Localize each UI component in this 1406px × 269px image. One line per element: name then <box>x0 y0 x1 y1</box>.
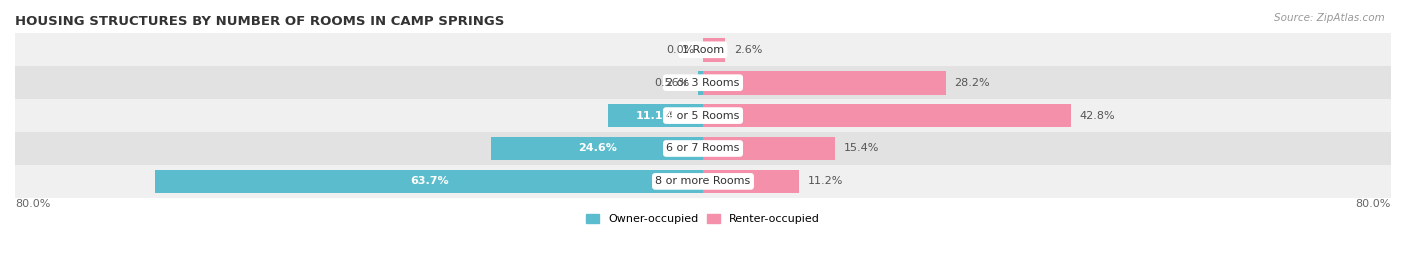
Bar <box>607 104 703 128</box>
Text: 11.2%: 11.2% <box>808 176 844 186</box>
Bar <box>703 104 1071 128</box>
Text: 0.0%: 0.0% <box>666 45 695 55</box>
Text: 8 or more Rooms: 8 or more Rooms <box>655 176 751 186</box>
Text: 28.2%: 28.2% <box>955 78 990 88</box>
Bar <box>15 99 1391 132</box>
Bar <box>703 169 800 193</box>
Bar <box>15 66 1391 99</box>
Text: 0.56%: 0.56% <box>654 78 689 88</box>
Text: 4 or 5 Rooms: 4 or 5 Rooms <box>666 111 740 121</box>
Text: 15.4%: 15.4% <box>844 143 879 154</box>
Text: 42.8%: 42.8% <box>1080 111 1115 121</box>
Text: 80.0%: 80.0% <box>15 199 51 208</box>
Text: 63.7%: 63.7% <box>409 176 449 186</box>
Bar <box>492 137 703 160</box>
Bar <box>703 38 725 62</box>
Bar <box>15 33 1391 66</box>
Text: 2.6%: 2.6% <box>734 45 762 55</box>
Text: 80.0%: 80.0% <box>1355 199 1391 208</box>
Bar <box>703 137 835 160</box>
Bar <box>703 71 945 94</box>
Bar <box>155 169 703 193</box>
Text: 24.6%: 24.6% <box>578 143 617 154</box>
Legend: Owner-occupied, Renter-occupied: Owner-occupied, Renter-occupied <box>581 209 825 228</box>
Bar <box>699 71 703 94</box>
Bar <box>15 165 1391 198</box>
Text: 1 Room: 1 Room <box>682 45 724 55</box>
Text: 2 or 3 Rooms: 2 or 3 Rooms <box>666 78 740 88</box>
Bar <box>15 132 1391 165</box>
Text: 6 or 7 Rooms: 6 or 7 Rooms <box>666 143 740 154</box>
Text: HOUSING STRUCTURES BY NUMBER OF ROOMS IN CAMP SPRINGS: HOUSING STRUCTURES BY NUMBER OF ROOMS IN… <box>15 15 505 28</box>
Text: 11.1%: 11.1% <box>636 111 675 121</box>
Text: Source: ZipAtlas.com: Source: ZipAtlas.com <box>1274 13 1385 23</box>
